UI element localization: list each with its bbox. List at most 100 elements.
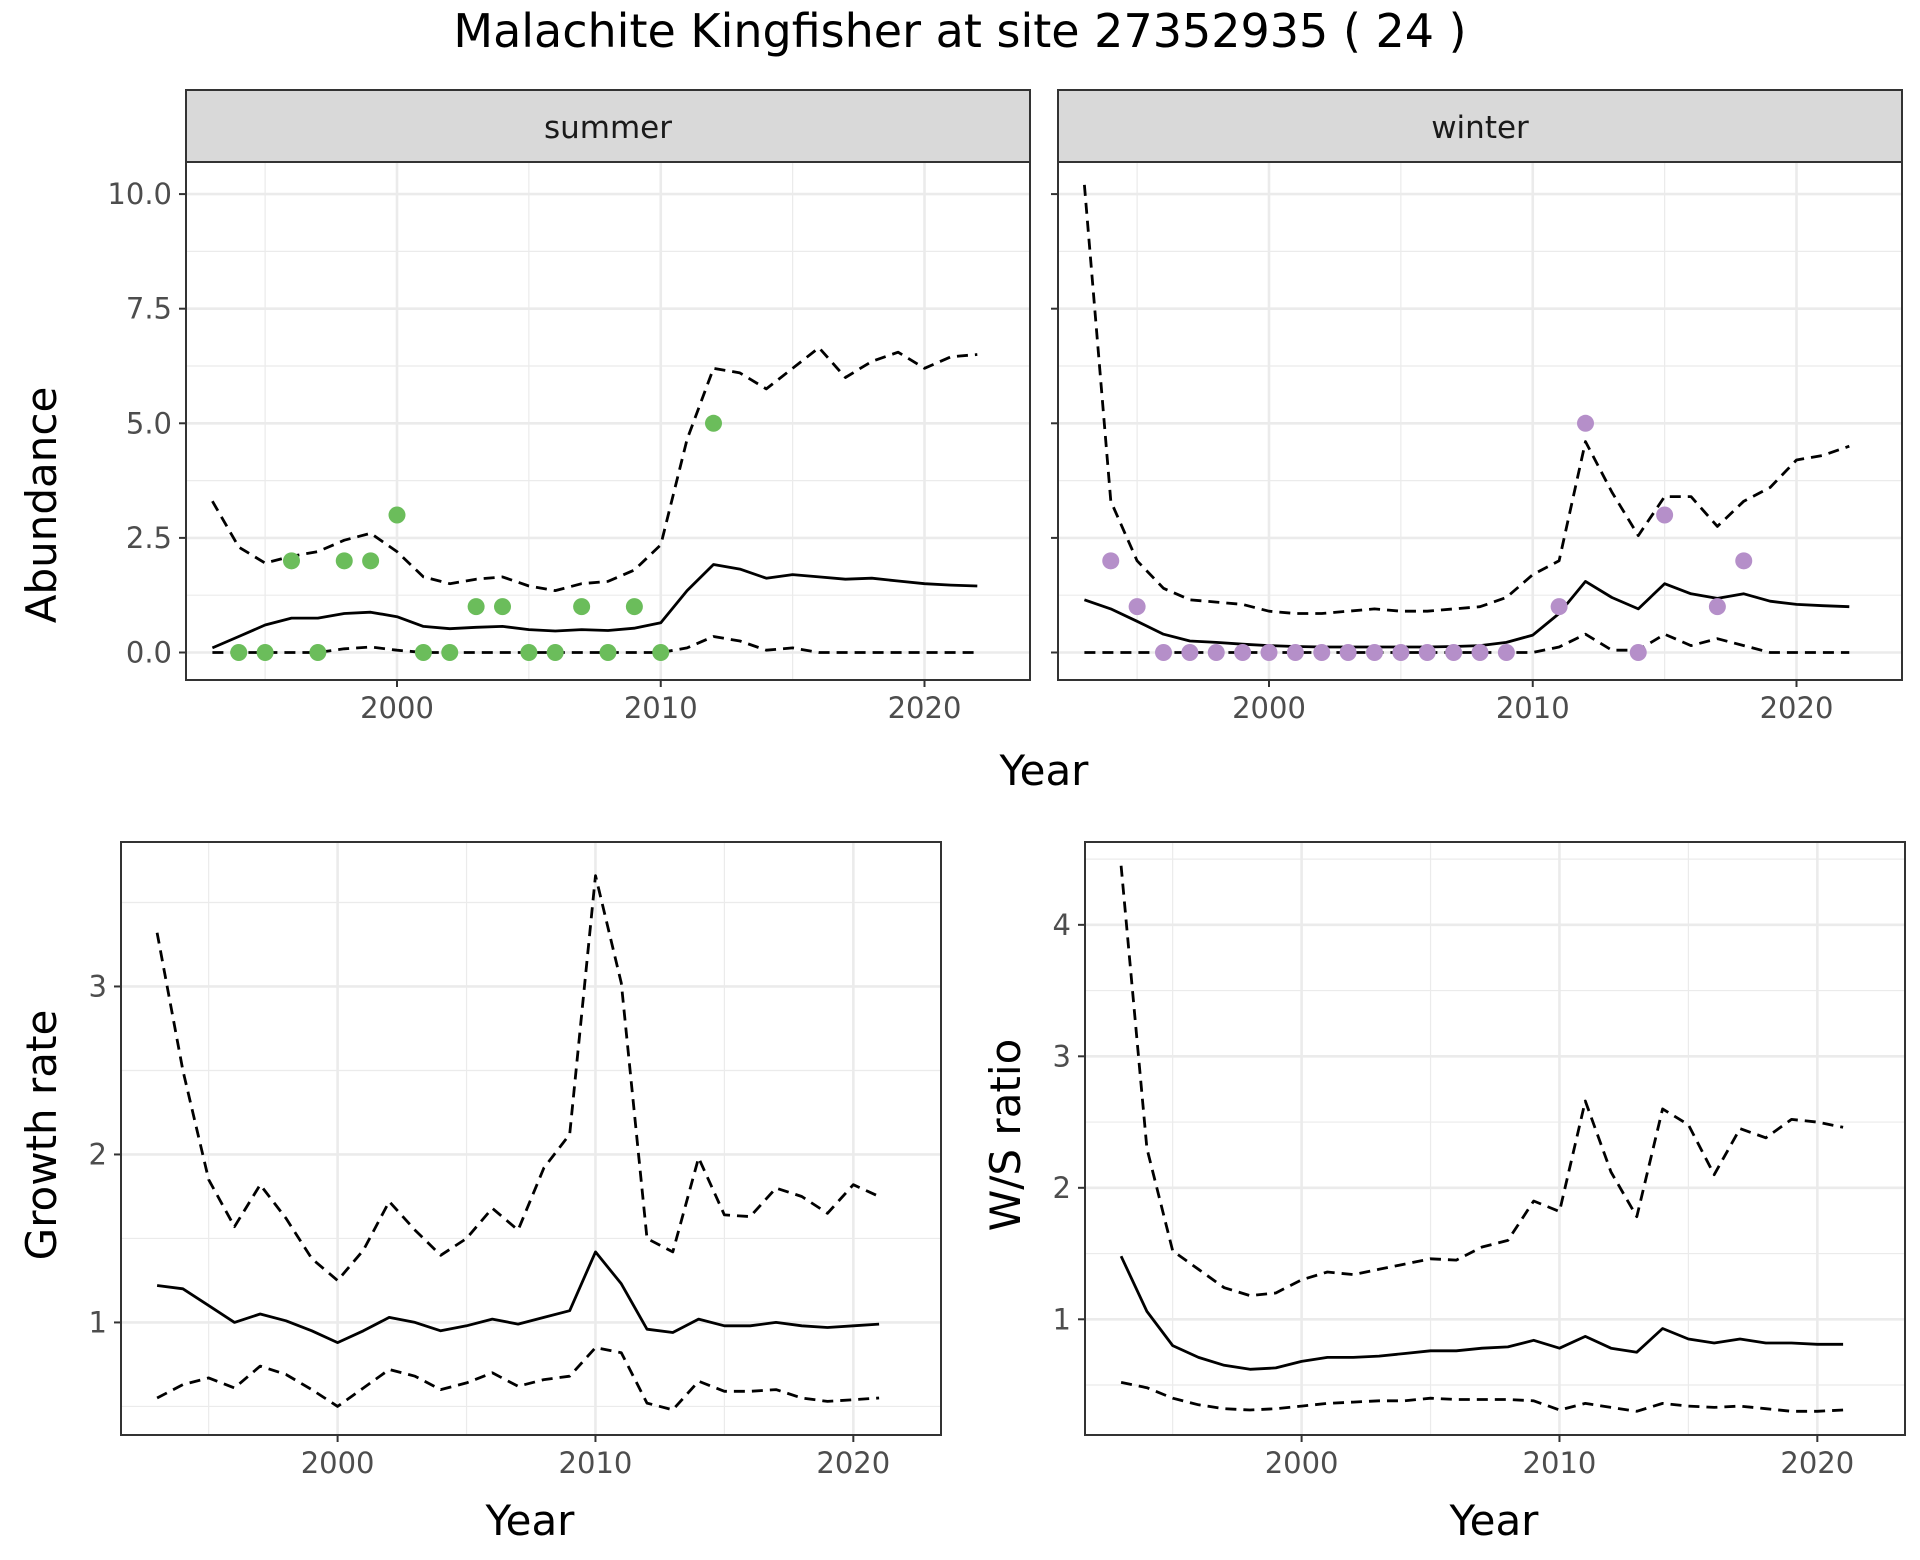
data-point (230, 643, 248, 661)
data-point (652, 643, 670, 661)
growth-rate-x-axis-title: Year (485, 1496, 576, 1545)
ws-ratio-x-axis-title: Year (1449, 1496, 1540, 1545)
growth-rate-plot-area: 2000 2010 2020 1 2 3 (89, 841, 942, 1480)
data-point (1313, 643, 1331, 661)
x-tick-label: 2020 (816, 1446, 890, 1480)
y-tick-label: 0.0 (126, 635, 172, 669)
series-line-solid (1083, 580, 1850, 649)
data-point (362, 552, 380, 570)
data-point (441, 643, 459, 661)
y-tick-label: 5.0 (126, 406, 172, 440)
x-tick-label: 2000 (360, 691, 434, 725)
x-tick-label: 2010 (559, 1446, 633, 1480)
y-tick-label: 7.5 (126, 292, 172, 326)
data-point (1155, 643, 1172, 661)
winter-plot-area: 2000 2010 2020 (1051, 161, 1903, 725)
data-point (599, 643, 617, 661)
data-point (283, 552, 300, 570)
data-point (1629, 643, 1647, 661)
series-line-dashed-2 (212, 635, 978, 654)
data-point (1471, 643, 1489, 661)
x-tick-label: 2020 (888, 691, 962, 725)
data-point (1577, 414, 1594, 432)
summer-plot-area: 2000 2010 2020 0.0 2.5 5.0 7.5 10.0 (107, 161, 1031, 725)
data-point (1656, 506, 1674, 524)
data-point (1366, 643, 1383, 661)
data-point (546, 643, 564, 661)
data-point (1418, 643, 1436, 661)
series-line-solid (156, 1250, 880, 1344)
data-point (1260, 643, 1278, 661)
data-point (467, 598, 485, 616)
y-tick-label: 3 (1053, 1039, 1071, 1073)
abundance-x-axis-title: Year (999, 746, 1090, 795)
x-tick-label: 2000 (301, 1446, 375, 1480)
data-point (1207, 643, 1225, 661)
data-point (1234, 643, 1252, 661)
growth-rate-panel: 2000 2010 2020 1 2 3 (89, 841, 942, 1480)
data-point (625, 598, 643, 616)
y-tick-label: 3 (89, 969, 107, 1003)
panel-border (185, 161, 1031, 681)
x-tick-label: 2020 (1760, 691, 1834, 725)
data-point (335, 552, 353, 570)
series-line-dashed-2 (1084, 632, 1850, 654)
abundance-winter-panel: winter 2000 2010 2020 (1051, 89, 1903, 725)
data-point (414, 643, 432, 661)
data-point (1497, 643, 1515, 661)
data-point (705, 414, 722, 432)
y-tick-label: 4 (1053, 908, 1071, 942)
winter-strip-label: winter (1431, 110, 1529, 146)
data-point (494, 598, 511, 616)
winter-strip (1057, 89, 1903, 163)
x-tick-label: 2010 (624, 691, 698, 725)
data-point (1392, 643, 1410, 661)
growth-rate-y-axis-title: Growth rate (17, 1010, 66, 1261)
data-point (520, 643, 538, 661)
summer-strip (185, 89, 1031, 163)
abundance-y-axis-title: Abundance (17, 387, 66, 624)
panel-border (1057, 161, 1903, 681)
series-line-solid (211, 563, 978, 650)
series-line-dashed-2 (156, 1346, 880, 1412)
summer-strip-label: summer (544, 110, 672, 146)
x-tick-label: 2010 (1496, 691, 1570, 725)
y-tick-label: 1 (1053, 1302, 1071, 1336)
series-line-dashed-1 (211, 346, 978, 592)
y-tick-label: 2.5 (126, 521, 172, 555)
data-point (1550, 598, 1568, 616)
y-tick-label: 1 (89, 1305, 107, 1339)
x-tick-label: 2010 (1523, 1446, 1597, 1480)
data-point (1735, 552, 1753, 570)
data-point (1181, 643, 1199, 661)
series-line-dashed-2 (1120, 1381, 1844, 1413)
data-point (1128, 598, 1146, 616)
series-line-solid (1119, 1255, 1844, 1371)
ws-ratio-y-axis-title: W/S ratio (981, 1039, 1030, 1232)
data-point (1339, 643, 1357, 661)
x-tick-label: 2000 (1265, 1446, 1339, 1480)
data-point (309, 643, 327, 661)
data-point (1708, 598, 1726, 616)
x-tick-label: 2020 (1780, 1446, 1854, 1480)
panel-border (120, 841, 942, 1436)
series-line-dashed-1 (155, 874, 880, 1282)
ws-ratio-panel: 2000 2010 2020 1 2 3 4 (1053, 841, 1906, 1480)
data-point (573, 598, 591, 616)
y-tick-label: 2 (89, 1137, 107, 1171)
panel-border (1084, 841, 1906, 1436)
x-tick-label: 2000 (1232, 691, 1306, 725)
y-tick-label: 10.0 (107, 177, 172, 211)
series-line-dashed-1 (1083, 184, 1850, 615)
ws-ratio-plot-area: 2000 2010 2020 1 2 3 4 (1053, 841, 1906, 1480)
data-point (1102, 552, 1120, 570)
figure-title: Malachite Kingfisher at site 27352935 ( … (453, 4, 1466, 58)
series-line-dashed-1 (1119, 865, 1844, 1297)
data-point (388, 506, 406, 524)
data-point (1445, 643, 1463, 661)
data-point (256, 643, 274, 661)
abundance-summer-panel: summer 2000 2010 2020 0.0 2.5 5.0 7.5 10.0 (107, 89, 1031, 725)
data-point (1286, 643, 1304, 661)
y-tick-label: 2 (1053, 1171, 1071, 1205)
